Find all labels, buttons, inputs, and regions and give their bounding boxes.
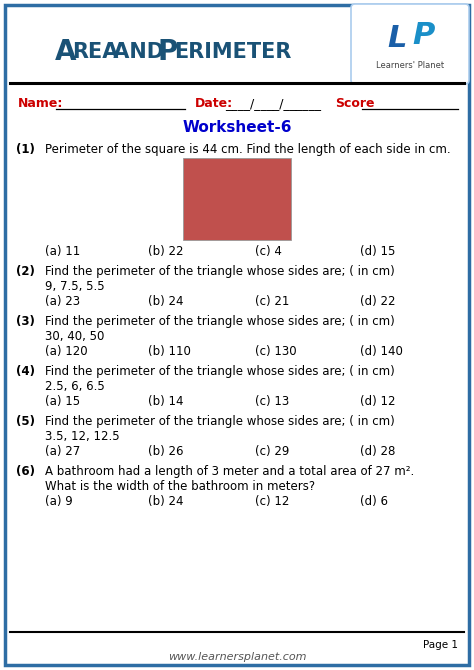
Text: Perimeter of the square is 44 cm. Find the length of each side in cm.: Perimeter of the square is 44 cm. Find t… xyxy=(45,143,451,156)
Text: (a) 11: (a) 11 xyxy=(45,245,80,258)
Text: REA: REA xyxy=(72,42,118,62)
Text: (d) 22: (d) 22 xyxy=(360,295,395,308)
Text: P: P xyxy=(412,21,434,50)
Text: ____/____/______: ____/____/______ xyxy=(225,97,321,110)
Text: (d) 15: (d) 15 xyxy=(360,245,395,258)
Text: (3): (3) xyxy=(16,315,35,328)
Text: (a) 23: (a) 23 xyxy=(45,295,80,308)
Text: 9, 7.5, 5.5: 9, 7.5, 5.5 xyxy=(45,280,105,293)
Text: Page 1: Page 1 xyxy=(423,640,458,650)
Text: (6): (6) xyxy=(16,465,35,478)
Text: What is the width of the bathroom in meters?: What is the width of the bathroom in met… xyxy=(45,480,315,493)
Text: (a) 9: (a) 9 xyxy=(45,495,73,508)
Text: (a) 120: (a) 120 xyxy=(45,345,88,358)
Text: (c) 130: (c) 130 xyxy=(255,345,297,358)
Text: (c) 13: (c) 13 xyxy=(255,395,289,408)
Text: www.learnersplanet.com: www.learnersplanet.com xyxy=(168,652,306,662)
FancyBboxPatch shape xyxy=(351,4,469,84)
Text: (b) 24: (b) 24 xyxy=(148,495,183,508)
Text: (c) 29: (c) 29 xyxy=(255,445,289,458)
Text: P: P xyxy=(158,38,178,66)
Text: Find the perimeter of the triangle whose sides are; ( in cm): Find the perimeter of the triangle whose… xyxy=(45,315,395,328)
Text: Score: Score xyxy=(335,97,374,110)
Text: (b) 14: (b) 14 xyxy=(148,395,183,408)
Text: 30, 40, 50: 30, 40, 50 xyxy=(45,330,104,343)
Text: (a) 27: (a) 27 xyxy=(45,445,80,458)
Text: Learners' Planet: Learners' Planet xyxy=(376,61,444,70)
Text: 2.5, 6, 6.5: 2.5, 6, 6.5 xyxy=(45,380,105,393)
Text: AND: AND xyxy=(106,42,171,62)
Text: A: A xyxy=(55,38,76,66)
Text: (c) 4: (c) 4 xyxy=(255,245,282,258)
Text: 3.5, 12, 12.5: 3.5, 12, 12.5 xyxy=(45,430,119,443)
Text: Date:: Date: xyxy=(195,97,233,110)
Text: (b) 22: (b) 22 xyxy=(148,245,183,258)
Text: (d) 12: (d) 12 xyxy=(360,395,395,408)
Text: Name:: Name: xyxy=(18,97,64,110)
Text: A bathroom had a length of 3 meter and a total area of 27 m².: A bathroom had a length of 3 meter and a… xyxy=(45,465,414,478)
Text: Worksheet-6: Worksheet-6 xyxy=(182,120,292,135)
Text: (c) 12: (c) 12 xyxy=(255,495,289,508)
Text: (1): (1) xyxy=(16,143,35,156)
Text: (d) 28: (d) 28 xyxy=(360,445,395,458)
Text: (c) 21: (c) 21 xyxy=(255,295,289,308)
Text: Find the perimeter of the triangle whose sides are; ( in cm): Find the perimeter of the triangle whose… xyxy=(45,415,395,428)
Text: (4): (4) xyxy=(16,365,35,378)
Text: (b) 24: (b) 24 xyxy=(148,295,183,308)
Text: ERIMETER: ERIMETER xyxy=(174,42,292,62)
Text: (2): (2) xyxy=(16,265,35,278)
Text: Find the perimeter of the triangle whose sides are; ( in cm): Find the perimeter of the triangle whose… xyxy=(45,365,395,378)
Text: (5): (5) xyxy=(16,415,35,428)
Text: (b) 26: (b) 26 xyxy=(148,445,183,458)
Text: Find the perimeter of the triangle whose sides are; ( in cm): Find the perimeter of the triangle whose… xyxy=(45,265,395,278)
Text: (d) 6: (d) 6 xyxy=(360,495,388,508)
Text: L: L xyxy=(387,23,407,53)
Text: (a) 15: (a) 15 xyxy=(45,395,80,408)
Text: (b) 110: (b) 110 xyxy=(148,345,191,358)
Text: (d) 140: (d) 140 xyxy=(360,345,403,358)
Bar xyxy=(183,158,291,240)
